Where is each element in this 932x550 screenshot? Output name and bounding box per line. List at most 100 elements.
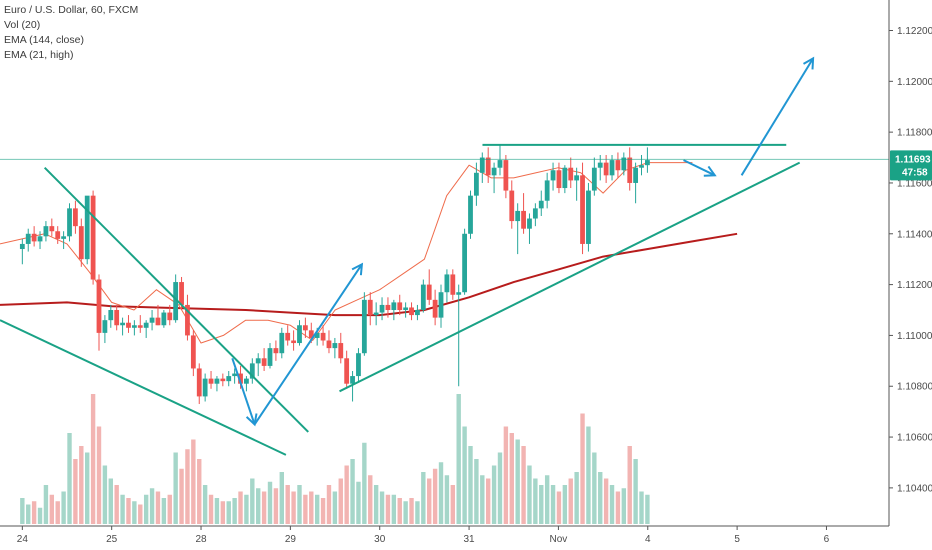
volume-bar xyxy=(261,491,267,524)
volume-bar xyxy=(456,394,461,524)
candle-body xyxy=(202,378,208,397)
volume-bar xyxy=(114,485,119,524)
candle-body xyxy=(302,325,308,331)
volume-bar xyxy=(562,485,568,524)
volume-bar xyxy=(126,498,131,524)
candle-body xyxy=(332,343,338,349)
candle-body xyxy=(586,190,591,244)
candle-body xyxy=(137,325,143,328)
candle-body xyxy=(479,157,485,173)
ema-21-line xyxy=(0,162,693,344)
candle-body xyxy=(126,322,131,328)
candle-body xyxy=(114,310,120,326)
volume-bar xyxy=(621,488,627,524)
price-tick-label: 1.11200 xyxy=(897,280,932,291)
volume-bar xyxy=(79,446,84,524)
volume-bar xyxy=(108,478,113,524)
candle-body xyxy=(67,208,72,237)
legend-symbol: Euro / U.S. Dollar, 60, FXCM xyxy=(4,4,139,16)
candle-body xyxy=(326,340,332,349)
volume-bar xyxy=(409,498,414,524)
candle-body xyxy=(208,378,214,384)
time-tick-label: 29 xyxy=(285,534,297,545)
arrow-shaft xyxy=(740,57,814,176)
candle-body xyxy=(515,210,521,222)
candle-body xyxy=(297,325,302,344)
candle-body xyxy=(161,312,167,326)
candle-body xyxy=(255,358,261,364)
candle-body xyxy=(320,332,326,341)
volume-bar xyxy=(385,494,391,524)
candle-body xyxy=(361,299,367,354)
volume-bar xyxy=(509,433,514,524)
volume-bar xyxy=(627,446,632,524)
price-tag-value: 1.11693 xyxy=(895,154,931,165)
candle-body xyxy=(96,279,102,333)
volume-bar xyxy=(427,478,432,524)
candle-body xyxy=(444,274,450,293)
candle-body xyxy=(509,190,515,222)
candle-body xyxy=(273,348,279,354)
candle-body xyxy=(37,236,43,242)
candle-body xyxy=(238,373,243,384)
volume-bar xyxy=(462,426,467,524)
candle-body xyxy=(615,160,621,171)
candle-body xyxy=(108,310,114,321)
volume-bar xyxy=(31,501,37,524)
volume-bar xyxy=(568,478,573,524)
candle-body xyxy=(462,233,468,293)
arrow-head xyxy=(703,165,717,177)
volume-bar xyxy=(297,485,302,524)
volume-bar xyxy=(90,394,96,524)
candle-body xyxy=(73,208,78,227)
ema-layer xyxy=(0,162,738,344)
candle-body xyxy=(314,332,320,338)
candle-body xyxy=(603,162,609,176)
candle-body xyxy=(532,208,538,219)
time-tick-label: 24 xyxy=(17,534,29,545)
volume-bar xyxy=(344,465,349,524)
candle-body xyxy=(214,378,220,384)
candle-body xyxy=(391,302,397,311)
candle-body xyxy=(356,353,361,377)
candle-body xyxy=(338,343,344,359)
trendline xyxy=(43,167,309,433)
volume-bar xyxy=(521,446,526,524)
volume-bar xyxy=(273,488,279,524)
candle-body xyxy=(55,231,61,239)
volume-bar xyxy=(603,478,609,524)
volume-bar xyxy=(67,433,72,524)
volume-bar xyxy=(598,472,603,524)
volume-bar xyxy=(444,475,450,524)
volume-bar xyxy=(474,459,479,524)
volume-bar xyxy=(592,452,597,524)
annotation-layer xyxy=(0,56,889,456)
candle-body xyxy=(415,310,420,316)
candle-body xyxy=(609,160,615,176)
volume-bar xyxy=(138,504,143,524)
volume-bar xyxy=(527,465,532,524)
volume-bar xyxy=(615,491,621,524)
candle-body xyxy=(379,304,385,313)
trendline xyxy=(0,319,287,456)
time-tick-label: Nov xyxy=(550,534,568,545)
volume-bar xyxy=(633,459,638,524)
candle-body xyxy=(78,226,84,260)
volume-bar xyxy=(574,472,579,524)
volume-bar xyxy=(20,498,25,524)
volume-bar xyxy=(550,485,556,524)
volume-bar xyxy=(232,498,237,524)
volume-bar xyxy=(179,468,184,524)
projection-arrow xyxy=(740,56,815,176)
candle-body xyxy=(497,160,503,168)
volume-bar xyxy=(326,485,332,524)
volume-bar xyxy=(362,442,367,524)
candle-body xyxy=(409,307,414,316)
volume-bar xyxy=(450,485,456,524)
candle-body xyxy=(196,368,202,397)
volume-bar xyxy=(368,475,373,524)
candle-layer xyxy=(19,144,650,405)
volume-bar xyxy=(73,459,78,524)
volume-bar xyxy=(432,468,438,524)
candle-body xyxy=(131,325,137,328)
